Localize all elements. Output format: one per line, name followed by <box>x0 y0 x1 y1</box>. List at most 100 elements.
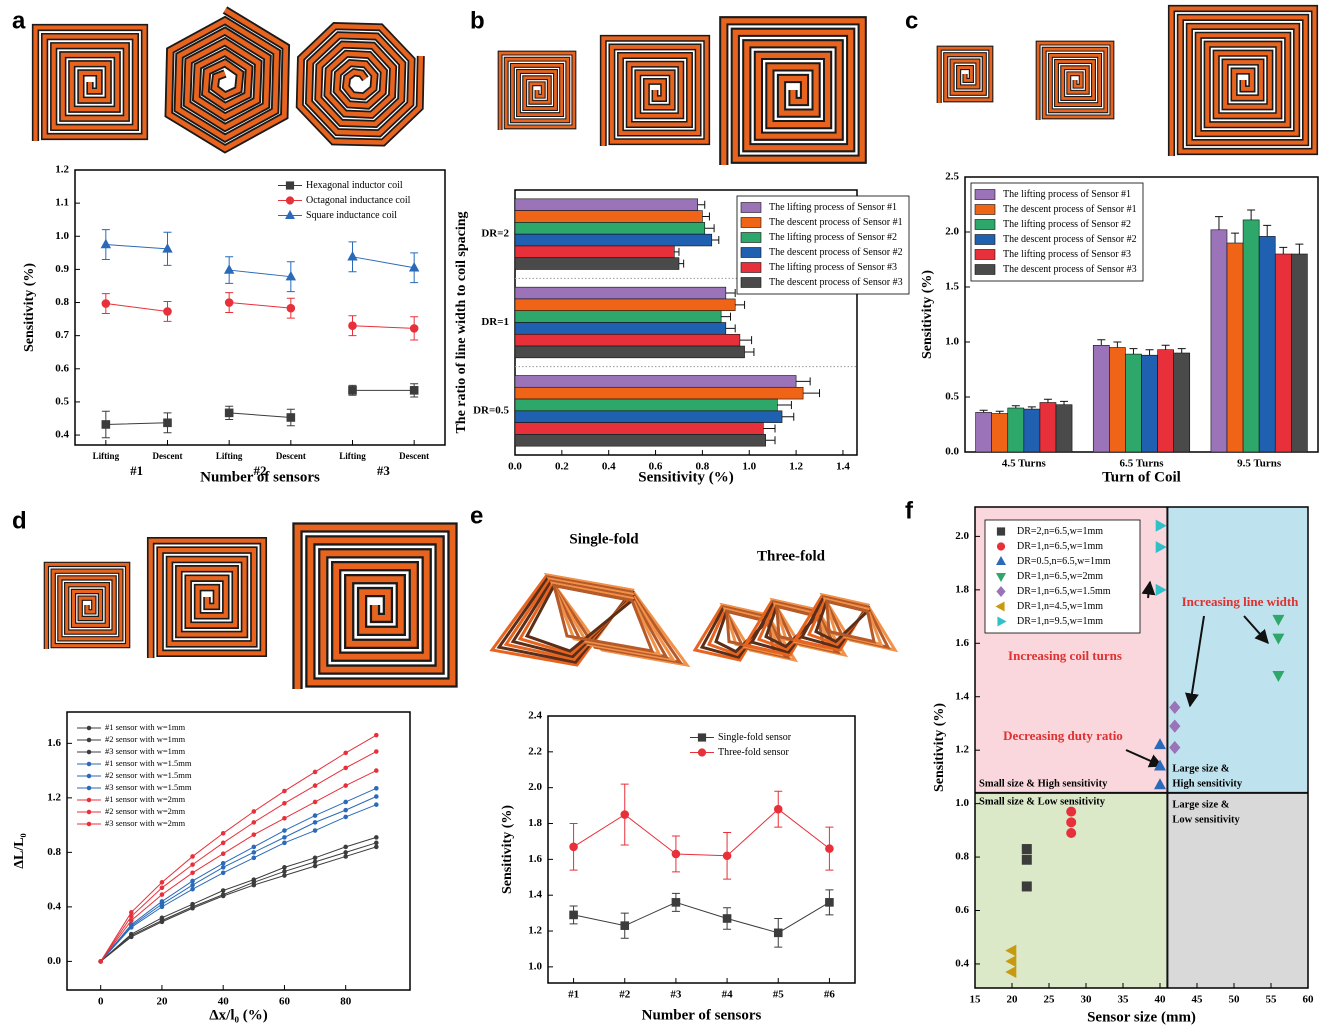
x-tick-label: 6.5 Turns <box>1119 458 1164 470</box>
marker <box>997 543 1004 550</box>
legend-label: Single-fold sensor <box>718 732 792 743</box>
x-tick-label: 1.2 <box>789 461 803 473</box>
bar <box>1008 408 1024 452</box>
error-bar <box>1146 350 1154 356</box>
marker <box>410 387 418 395</box>
chart-panel: e1.01.21.41.61.82.02.22.4Number of senso… <box>470 502 855 1023</box>
x-tick-label: #4 <box>722 989 734 1001</box>
error-bar <box>735 301 744 309</box>
y-tick-label: 1.1 <box>55 197 69 209</box>
legend: #1 sensor with w=1mm#2 sensor with w=1mm… <box>77 722 192 828</box>
x-tick-label: #5 <box>773 989 785 1001</box>
marker <box>252 810 256 814</box>
marker <box>698 734 705 741</box>
legend-swatch <box>975 250 995 260</box>
marker <box>349 387 357 395</box>
marker <box>344 766 348 770</box>
y-tick-label: 0.7 <box>55 329 69 341</box>
x-tick-label: 30 <box>1081 994 1093 1006</box>
x-tick-label: Descent <box>399 451 429 461</box>
marker <box>286 182 293 189</box>
series-line <box>101 805 377 962</box>
marker <box>283 841 287 845</box>
marker <box>191 879 195 883</box>
marker <box>160 881 164 885</box>
marker <box>164 419 172 427</box>
legend-swatch <box>741 248 761 258</box>
marker <box>698 749 705 756</box>
error-bar <box>980 410 988 412</box>
error-bar <box>705 224 714 232</box>
y-tick-label: 0.4 <box>55 429 69 441</box>
x-tick-label: 35 <box>1118 994 1130 1006</box>
marker <box>313 821 317 825</box>
series-line <box>574 809 830 856</box>
legend-swatch <box>975 235 995 245</box>
x-tick-label: 45 <box>1192 994 1204 1006</box>
marker <box>287 414 295 422</box>
marker <box>221 894 225 898</box>
marker <box>570 843 578 851</box>
error-bar <box>1097 340 1105 346</box>
marker <box>160 886 164 890</box>
bar <box>1093 345 1109 452</box>
bar <box>1125 354 1141 452</box>
legend-label: #2 sensor with w=1.5mm <box>105 770 192 780</box>
error-bar <box>763 425 775 433</box>
error-bar <box>1231 233 1239 243</box>
marker <box>774 929 782 937</box>
y-axis-title: ΔL/L₀ <box>12 833 27 869</box>
marker <box>344 800 348 804</box>
legend-swatch <box>741 233 761 243</box>
marker <box>286 197 293 204</box>
group-label: #1 <box>130 463 143 478</box>
legend: DR=2,n=6.5,w=1mmDR=1,n=6.5,w=1mmDR=0.5,n… <box>985 520 1140 633</box>
error-bar <box>1044 399 1052 402</box>
legend-label: #1 sensor with w=1mm <box>105 722 185 732</box>
y-tick-label: 1.0 <box>528 960 542 972</box>
annotation: Increasing coil turns <box>1008 648 1122 663</box>
marker <box>570 911 578 919</box>
marker <box>283 866 287 870</box>
legend-label: #3 sensor with w=1.5mm <box>105 782 192 792</box>
y-tick-label: 0.0 <box>47 955 61 967</box>
quadrant-label: Large size & <box>1172 799 1229 810</box>
y-tick-label: DR=2 <box>481 228 509 240</box>
legend-label: The lifting process of Sensor #2 <box>769 232 897 243</box>
marker <box>344 815 348 819</box>
x-tick-label: #1 <box>568 989 579 1001</box>
marker <box>130 911 134 915</box>
marker <box>252 833 256 837</box>
bar <box>1275 254 1291 452</box>
figure: a0.40.50.60.70.80.91.01.11.2Number of se… <box>0 0 1327 1029</box>
marker <box>163 244 172 252</box>
marker <box>87 750 91 754</box>
bar <box>1109 348 1125 453</box>
marker <box>191 887 195 891</box>
marker <box>225 299 233 307</box>
legend-label: The descent process of Sensor #1 <box>1003 204 1137 215</box>
marker <box>997 528 1004 535</box>
chart-panel: fSmall size & High sensitivityLarge size… <box>905 497 1314 1025</box>
marker <box>283 874 287 878</box>
bar <box>515 211 702 223</box>
marker <box>87 762 91 766</box>
legend-label: DR=1,n=6.5,w=1.5mm <box>1017 586 1111 597</box>
panel-letter: b <box>470 7 485 34</box>
marker <box>160 920 164 924</box>
legend: Single-fold sensorThree-fold sensor <box>690 732 792 758</box>
x-tick-label: 50 <box>1229 994 1241 1006</box>
marker <box>1022 855 1031 864</box>
legend-label: DR=1,n=6.5,w=1mm <box>1017 541 1103 552</box>
marker <box>723 852 731 860</box>
legend-label: #3 sensor with w=1mm <box>105 746 185 756</box>
panel-letter: f <box>905 497 914 524</box>
error-bar <box>721 313 730 321</box>
x-tick-label: 0 <box>98 996 104 1008</box>
bar <box>515 199 698 211</box>
bar <box>515 434 766 446</box>
x-tick-label: #6 <box>824 989 836 1001</box>
bar <box>1211 230 1227 452</box>
legend-label: The lifting process of Sensor #3 <box>769 262 897 273</box>
legend-label: The lifting process of Sensor #3 <box>1003 249 1131 260</box>
